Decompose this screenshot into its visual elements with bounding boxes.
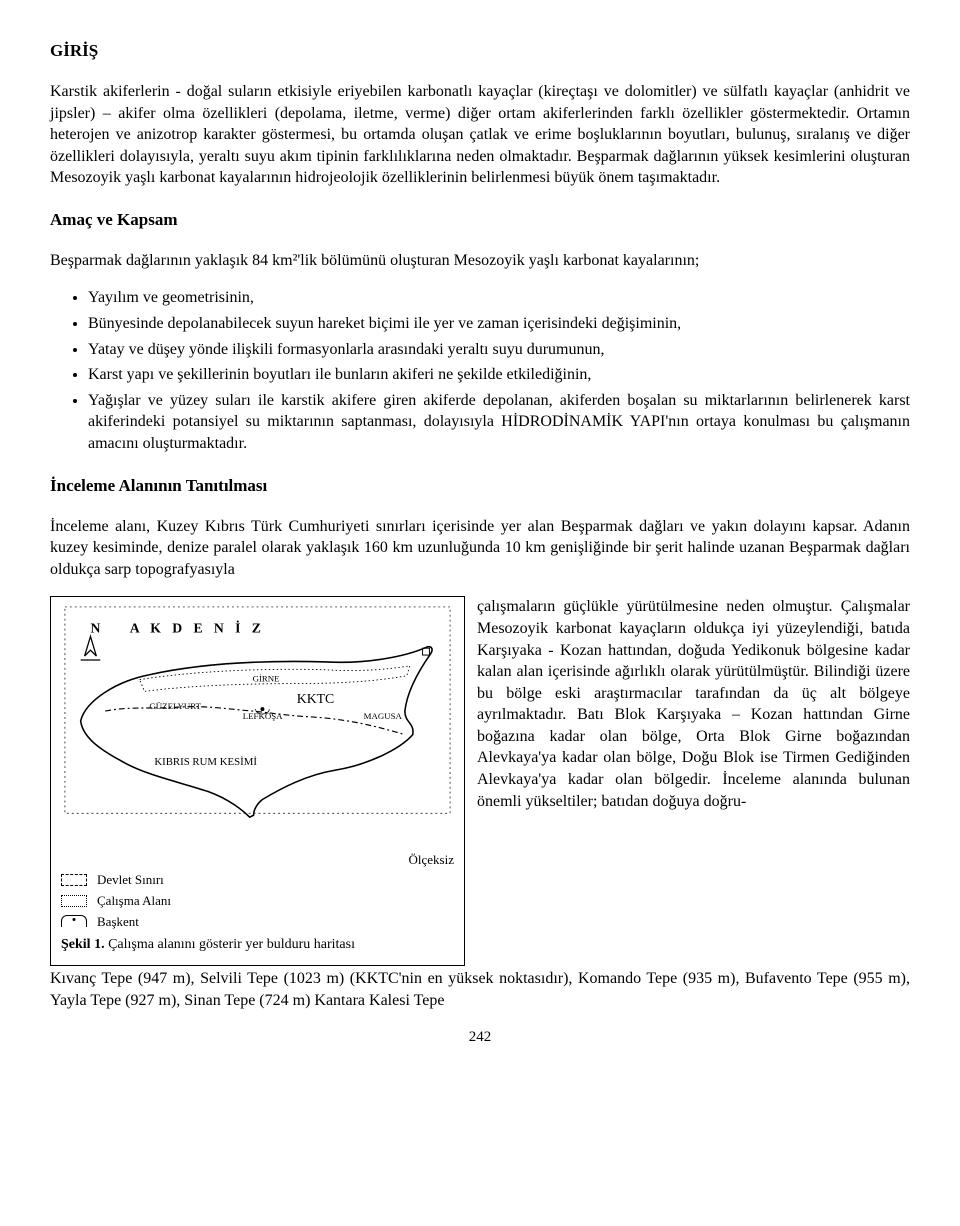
label-kktc: KKTC	[297, 692, 334, 707]
legend-row-devlet: Devlet Sınırı	[61, 871, 454, 889]
section-title-giris: GİRİŞ	[50, 40, 910, 63]
paragraph-amac-intro: Beşparmak dağlarının yaklaşık 84 km²'lik…	[50, 250, 910, 272]
sea-label: A K D E N İ Z	[130, 620, 265, 636]
figure-side-paragraph: çalışmaların güçlükle yürütülmesine nede…	[477, 596, 910, 812]
figure-caption-bold: Şekil 1.	[61, 937, 105, 952]
legend-swatch-capital-icon	[61, 915, 87, 927]
figure-box: N A K D E N İ Z GİRNE GÜZELYURT LEFKOŞA …	[50, 596, 465, 966]
label-rum: KIBRIS RUM KESİMİ	[154, 756, 257, 768]
legend-row-calisma: Çalışma Alanı	[61, 892, 454, 910]
figure-wrap: N A K D E N İ Z GİRNE GÜZELYURT LEFKOŞA …	[50, 596, 910, 966]
cyprus-map-svg: N A K D E N İ Z GİRNE GÜZELYURT LEFKOŞA …	[61, 603, 454, 849]
capital-dot-icon	[260, 707, 264, 711]
label-lefkosa: LEFKOŞA	[243, 711, 283, 721]
bullet-list: Yayılım ve geometrisinin, Bünyesinde dep…	[50, 287, 910, 454]
legend-row-baskent: Başkent	[61, 913, 454, 931]
legend-label: Devlet Sınırı	[97, 871, 164, 889]
list-item: Yayılım ve geometrisinin,	[88, 287, 910, 309]
paragraph-inceleme-lead: İnceleme alanı, Kuzey Kıbrıs Türk Cumhur…	[50, 516, 910, 581]
legend-label: Çalışma Alanı	[97, 892, 171, 910]
compass-n-label: N	[90, 621, 100, 636]
scale-label: Ölçeksiz	[61, 851, 454, 869]
list-item: Karst yapı ve şekillerinin boyutları ile…	[88, 364, 910, 386]
list-item: Yağışlar ve yüzey suları ile karstik aki…	[88, 390, 910, 455]
label-magusa: MAGUSA	[364, 711, 403, 721]
page-number: 242	[50, 1027, 910, 1047]
section-title-inceleme: İnceleme Alanının Tanıtılması	[50, 475, 910, 498]
figure-caption: Şekil 1. Çalışma alanını gösterir yer bu…	[61, 936, 454, 955]
list-item: Yatay ve düşey yönde ilişkili formasyonl…	[88, 339, 910, 361]
paragraph-tail: Kıvanç Tepe (947 m), Selvili Tepe (1023 …	[50, 968, 910, 1011]
label-guzelyurt: GÜZELYURT	[149, 701, 201, 711]
figure-caption-rest: Çalışma alanını gösterir yer bulduru har…	[105, 937, 355, 952]
label-girne: GİRNE	[253, 674, 280, 684]
legend-swatch-dotted-icon	[61, 895, 87, 907]
legend-label: Başkent	[97, 913, 139, 931]
paragraph-giris: Karstik akiferlerin - doğal suların etki…	[50, 81, 910, 189]
legend-swatch-dashed-icon	[61, 874, 87, 886]
cyprus-outline	[81, 647, 432, 818]
list-item: Bünyesinde depolanabilecek suyun hareket…	[88, 313, 910, 335]
compass-arrow-icon	[85, 637, 97, 657]
section-title-amac: Amaç ve Kapsam	[50, 209, 910, 232]
